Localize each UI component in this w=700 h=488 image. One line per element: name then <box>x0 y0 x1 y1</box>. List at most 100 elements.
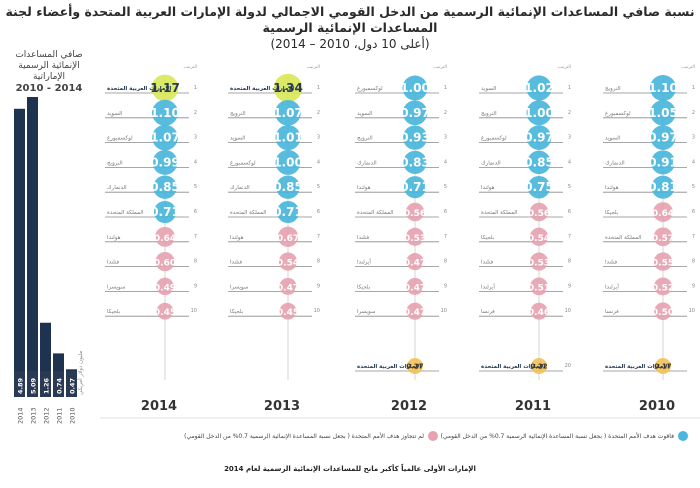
rank-number: 3 <box>194 135 197 141</box>
country-label: بلجيكا <box>481 234 495 241</box>
country-label: الإمارات العربية المتحدة <box>605 364 669 370</box>
rank-number: 8 <box>692 259 695 265</box>
value-label: 0.47 <box>404 283 426 293</box>
value-bubble <box>156 277 174 296</box>
value-label: 0.51 <box>528 283 550 293</box>
country-label: الدنمارك <box>107 185 127 191</box>
country-label: هولندا <box>605 185 619 191</box>
country-label: الإمارات العربية المتحدة <box>230 86 294 92</box>
rank-number: 6 <box>692 209 695 215</box>
year-label-2012: 2012 <box>391 399 427 414</box>
value-bubble <box>155 226 175 247</box>
bar-category-label: 2010 <box>69 407 77 424</box>
bar-unit-label: مليون دولار أمريكي <box>76 351 84 395</box>
legend-swatch-above <box>678 431 688 441</box>
rank-number: 6 <box>568 209 571 215</box>
value-label: 1.00 <box>273 155 303 169</box>
rank-header: الترتيب <box>184 65 198 70</box>
value-bubble <box>653 252 673 271</box>
value-label: 1.07 <box>273 106 303 120</box>
country-label: لوكسمبورغ <box>481 135 507 142</box>
rank-number: 10 <box>565 308 571 314</box>
country-label: المملكة المتحدة <box>481 209 518 216</box>
value-label: 0.56 <box>404 209 426 219</box>
value-label: 1.02 <box>524 81 554 95</box>
rank-number: 7 <box>568 234 571 240</box>
rank-header: الترتيب <box>434 65 448 70</box>
value-bubble <box>402 125 428 150</box>
bar-category-label: 2012 <box>43 407 51 424</box>
value-bubble <box>530 277 548 296</box>
value-bubble <box>275 149 301 175</box>
value-bubble <box>527 175 551 199</box>
bar-category-label: 2011 <box>56 407 64 424</box>
value-label: 0.93 <box>400 131 430 145</box>
legend-item-below: لم تتجاوز هدف الأمم المتحدة ( بجعل نسبة … <box>184 431 438 441</box>
country-label: النرويج <box>605 86 621 92</box>
rank-number: 6 <box>444 209 447 215</box>
bar-value-label: 0.47 <box>69 378 77 394</box>
value-label: 0.71 <box>150 205 180 219</box>
value-label: 0.54 <box>277 259 299 269</box>
value-label: 0.54 <box>528 234 550 244</box>
value-bubble <box>650 150 676 175</box>
country-label: النرويج <box>357 136 373 142</box>
value-label: 0.75 <box>524 180 554 194</box>
rank-number: 1 <box>444 85 447 91</box>
rank-number: 3 <box>692 135 695 141</box>
value-label: 1.01 <box>273 131 303 145</box>
rank-number: 4 <box>317 159 320 165</box>
bar-value-box-2013 <box>27 371 38 397</box>
rank-number: 5 <box>444 184 447 190</box>
rank-number: 4 <box>568 159 571 165</box>
value-bubble <box>152 124 178 151</box>
year-label-2011: 2011 <box>515 399 551 414</box>
value-label: 0.56 <box>528 209 550 219</box>
value-bubble <box>654 302 672 321</box>
value-label: 0.52 <box>652 283 674 293</box>
value-label: 1.07 <box>150 131 180 145</box>
value-label: 0.45 <box>154 308 176 318</box>
value-bubble <box>403 176 427 199</box>
country-label: المملكة المتحدة <box>230 209 267 216</box>
bar-value-box-2012 <box>40 371 51 397</box>
rank-number: 10 <box>441 308 447 314</box>
rank-number: 10 <box>689 308 695 314</box>
bar-value-box-2011 <box>53 371 64 397</box>
country-label: السويد <box>481 86 497 92</box>
country-label: لوكسمبورغ <box>357 85 383 92</box>
value-bubble <box>406 302 424 320</box>
rank-header: الترتيب <box>558 65 572 70</box>
legend: فاقوت هدف الأمم المتحدة ( بجعل نسبة المس… <box>178 431 700 449</box>
rank-number: 3 <box>317 135 320 141</box>
bar-category-label: 2014 <box>17 407 25 424</box>
value-bubble <box>273 73 303 103</box>
rank-number: 3 <box>568 135 571 141</box>
bar-category-label: 2013 <box>30 407 38 424</box>
value-bubble <box>654 277 672 296</box>
value-label: 0.99 <box>150 155 180 169</box>
rank-number: 1 <box>317 85 320 91</box>
value-label: 1.00 <box>524 106 554 120</box>
country-label: النرويج <box>107 160 123 166</box>
value-label: 0.83 <box>400 155 430 169</box>
country-label: بلجيكا <box>357 283 371 290</box>
country-label: الإمارات العربية المتحدة <box>107 86 171 92</box>
rank-number: 5 <box>692 184 695 190</box>
value-label: 0.60 <box>154 259 176 269</box>
country-label: الإمارات العربية المتحدة <box>357 364 421 370</box>
rank-number: 2 <box>692 110 695 116</box>
bar-2014 <box>14 108 25 398</box>
value-label: 0.57 <box>652 234 674 244</box>
country-label: فنلندا <box>357 235 370 241</box>
country-label: هولندا <box>481 185 495 191</box>
country-label: سويسرا <box>230 284 249 290</box>
country-label: السويد <box>230 136 246 142</box>
bar-value-box-2014 <box>14 371 25 397</box>
legend-item-above: فاقوت هدف الأمم المتحدة ( بجعل نسبة المس… <box>441 431 688 441</box>
value-bubble <box>402 100 428 126</box>
value-bubble <box>153 175 177 199</box>
value-bubble <box>526 125 552 150</box>
value-bubble <box>402 75 428 101</box>
value-bubble <box>152 149 178 175</box>
